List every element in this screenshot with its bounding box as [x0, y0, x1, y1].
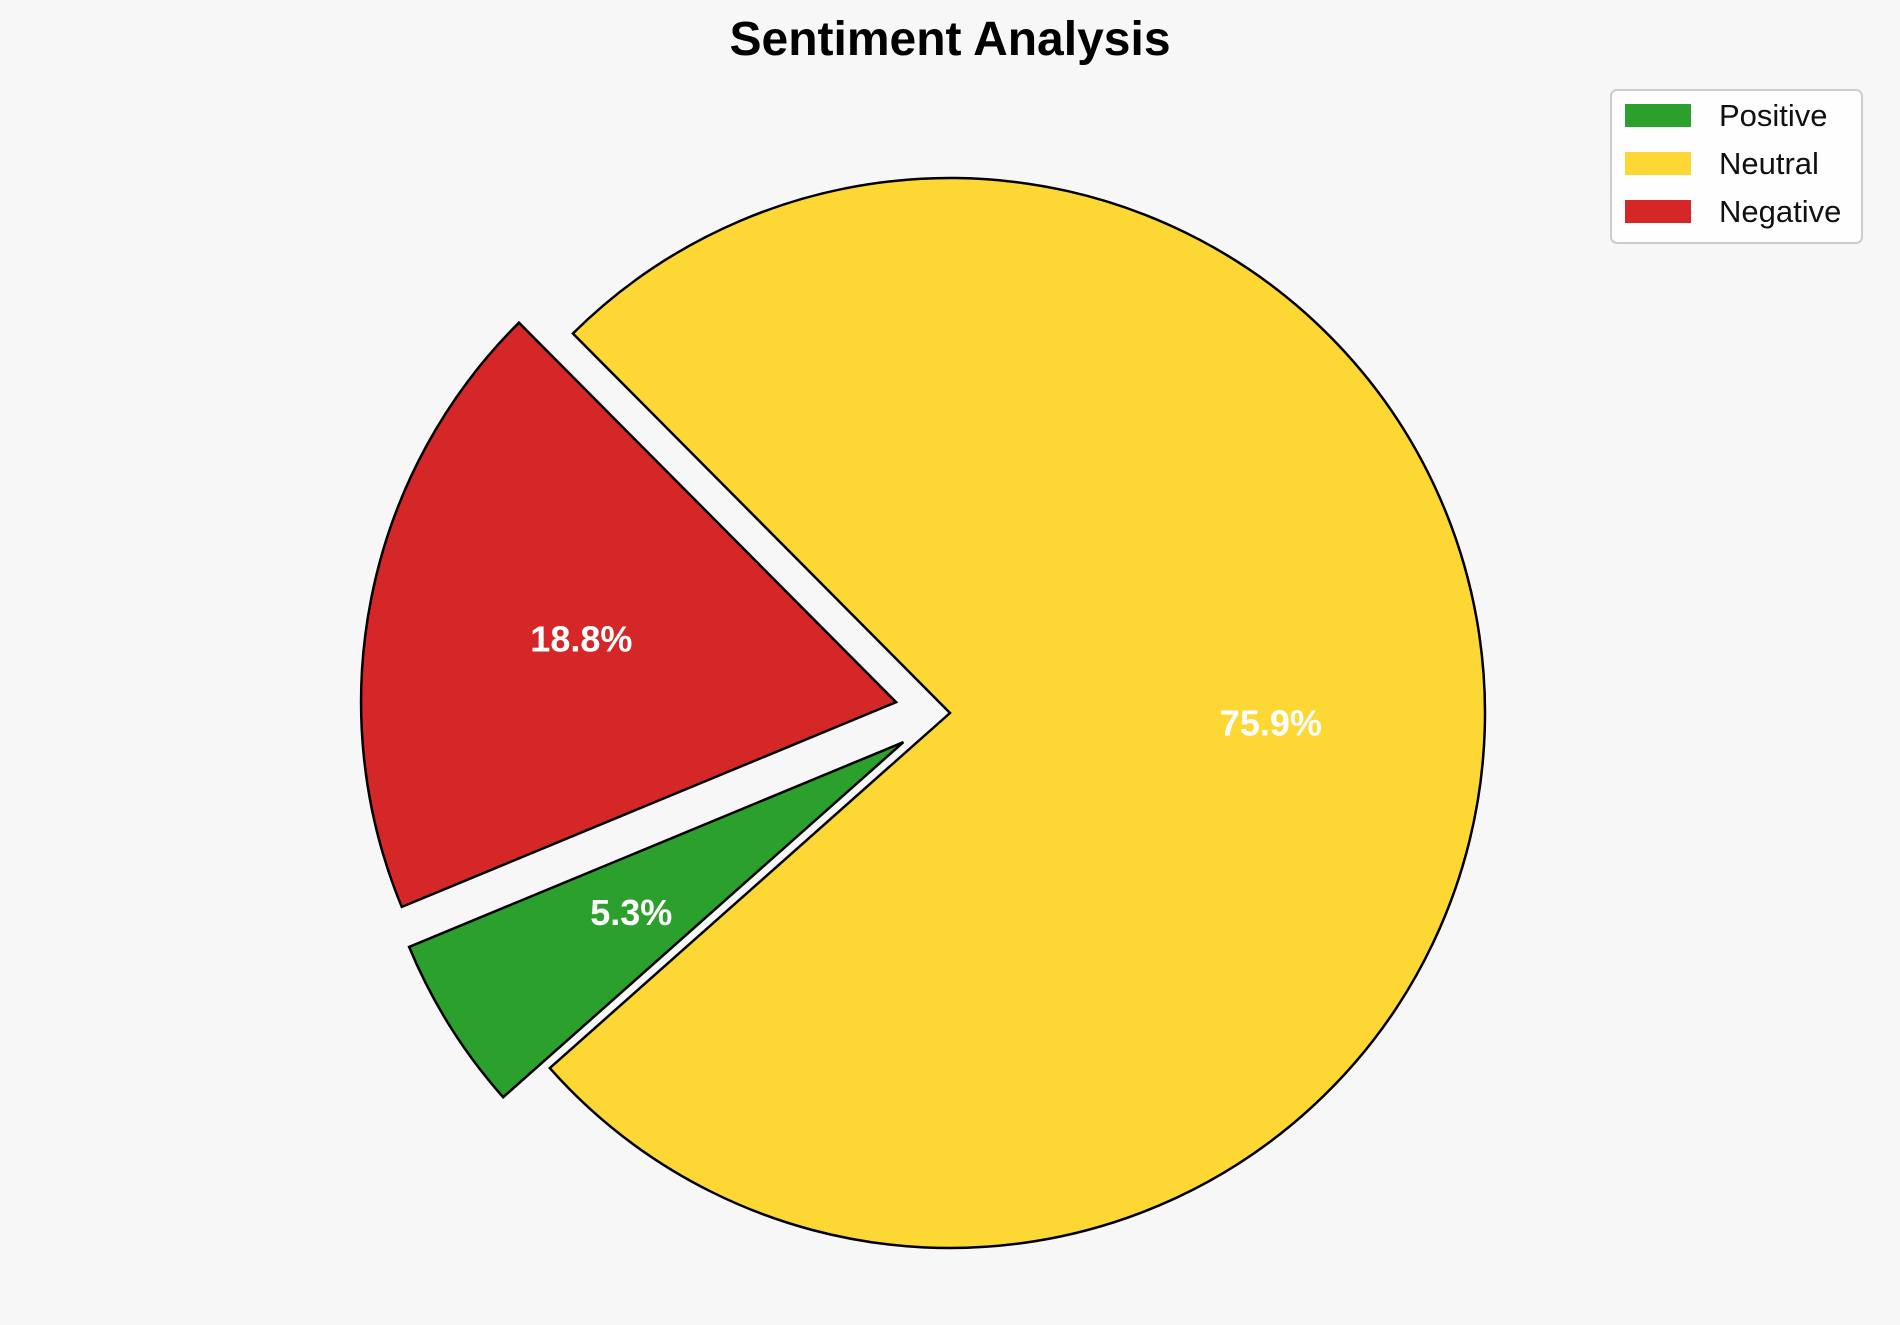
- legend-label-positive: Positive: [1719, 98, 1828, 133]
- legend-swatch-negative: [1625, 200, 1691, 223]
- legend-label-negative: Negative: [1719, 194, 1841, 229]
- pie-slice-neutral: [548, 176, 1487, 1250]
- legend-swatch-positive: [1625, 104, 1691, 127]
- slice-label-neutral: 75.9%: [1220, 703, 1322, 744]
- slice-label-positive: 5.3%: [590, 892, 672, 933]
- legend: Positive Neutral Negative: [1610, 89, 1863, 244]
- legend-swatch-neutral: [1625, 152, 1691, 175]
- pie-slices: [359, 176, 1487, 1250]
- chart-title: Sentiment Analysis: [729, 13, 1170, 66]
- slice-label-negative: 18.8%: [530, 619, 632, 660]
- pie-slice-negative: [359, 320, 899, 909]
- legend-label-neutral: Neutral: [1719, 146, 1819, 181]
- pie-slice-positive: [407, 741, 905, 1100]
- slice-labels: 5.3% 75.9% 18.8%: [530, 619, 1322, 933]
